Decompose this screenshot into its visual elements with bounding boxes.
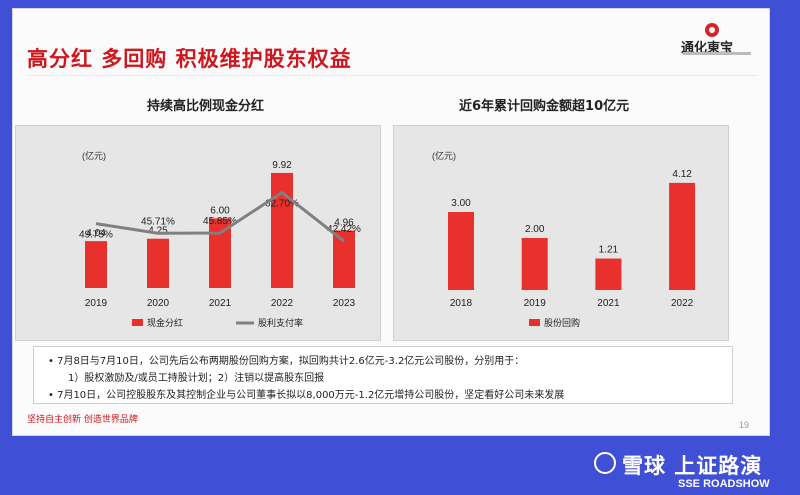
- chart1-x-tick-label: 2019: [85, 298, 108, 309]
- chart1-legend-label-line: 股利支付率: [258, 317, 303, 328]
- chart1-bar: [147, 238, 169, 288]
- chart1-line-series: [95, 191, 345, 243]
- note-line-2: 1）股权激励及/或员工持股计划；2）注销以提高股东回报: [68, 373, 325, 384]
- chart1-bar-value-label: 4.25: [148, 226, 168, 237]
- chart1-bar: [271, 172, 293, 288]
- chart2-unit-label: (亿元): [432, 150, 456, 161]
- footer-slogan: 坚持自主创新 创造世界品牌: [27, 415, 138, 425]
- slide-title: 高分红 多回购 积极维护股东权益: [27, 47, 352, 71]
- title-divider: [27, 75, 757, 76]
- chart2-x-tick-label: 2019: [524, 298, 547, 309]
- page-number: 19: [739, 420, 750, 430]
- chart1-unit-label: (亿元): [82, 150, 106, 161]
- chart1-bar-value-label: 4.96: [334, 217, 354, 228]
- chart2-bar: [521, 238, 548, 290]
- company-logo: 通化東宝: [677, 23, 757, 57]
- note-bullet-1: • 7月8日与7月10日，公司先后公布两期股份回购方案，拟回购共计2.6亿元-3…: [48, 356, 525, 367]
- notes-box: • 7月8日与7月10日，公司先后公布两期股份回购方案，拟回购共计2.6亿元-3…: [33, 346, 733, 404]
- chart1-line-value-label: 45.71%: [141, 216, 175, 227]
- chart1-svg: (亿元) 4.04 2019 49.75% 4.25 2020 45.71% 6.00 2021…: [79, 150, 361, 328]
- chart2-title: 近6年累计回购金额超10亿元: [459, 99, 630, 114]
- chart1-legend-swatch-bar: [132, 319, 143, 326]
- chart2-bar-value-label: 4.12: [672, 169, 692, 180]
- watermark-main: 雪球 上证路演: [622, 454, 763, 478]
- chart2-bar-value-label: 3.00: [451, 198, 471, 209]
- watermark-sub: SSE ROADSHOW: [678, 478, 770, 490]
- chart1-x-tick-label: 2022: [271, 298, 294, 309]
- chart2-x-tick-label: 2018: [450, 298, 473, 309]
- chart1-x-tick-label: 2020: [147, 298, 170, 309]
- chart1-legend-label-bar: 现金分红: [147, 317, 183, 328]
- chart1-line-value-label: 62.70%: [265, 199, 299, 210]
- logo-subline: [683, 52, 751, 55]
- chart1-bar: [209, 218, 231, 288]
- chart1-bar: [85, 241, 107, 288]
- note-bullet-2: • 7月10日，公司控股股东及其控制企业与公司董事长拟以8,000万元-1.2亿…: [48, 390, 565, 401]
- chart2-legend-label: 股份回购: [544, 317, 580, 328]
- note-line-1: 7月8日与7月10日，公司先后公布两期股份回购方案，拟回购共计2.6亿元-3.2…: [57, 356, 525, 367]
- chart1-bar-value-label: 6.00: [210, 205, 230, 216]
- chart1-x-tick-label: 2023: [333, 298, 356, 309]
- slide: 高分红 多回购 积极维护股东权益 通化東宝 持续高比例现金分红 近6年累计回购金…: [12, 8, 770, 436]
- chart1-bar-value-label: 4.04: [86, 228, 106, 239]
- chart1-line-value-label: 49.75%: [79, 230, 113, 241]
- chart2-bar: [595, 258, 622, 290]
- chart1-line-value-label: 45.85%: [203, 216, 237, 227]
- chart1-title: 持续高比例现金分红: [147, 99, 265, 114]
- chart2-bar-value-label: 2.00: [525, 224, 545, 235]
- chart1-line-value-label: 42.42%: [327, 224, 361, 235]
- chart2-bar: [669, 182, 696, 290]
- chart1-x-tick-label: 2021: [209, 298, 232, 309]
- note-line-3: 7月10日，公司控股股东及其控制企业与公司董事长拟以8,000万元-1.2亿元增…: [57, 390, 565, 401]
- snowball-icon: [594, 452, 616, 474]
- chart1-bar: [333, 230, 355, 288]
- chart2-svg: (亿元) 3.00 2018 2.00 2019 1.21 2021 4.12 2022 股份回购: [432, 150, 696, 328]
- chart2-bar: [448, 212, 474, 290]
- chart2-x-tick-label: 2022: [671, 298, 694, 309]
- chart2-bar-value-label: 1.21: [599, 245, 619, 256]
- chart2-panel: (亿元) 3.00 2018 2.00 2019 1.21 2021 4.12 2022 股份回购: [393, 125, 729, 341]
- chart2-legend-swatch: [529, 319, 540, 326]
- logo-mark-icon: [705, 23, 719, 37]
- chart2-x-tick-label: 2021: [597, 298, 620, 309]
- chart1-bar-value-label: 9.92: [272, 160, 292, 171]
- chart1-panel: (亿元) 4.04 2019 49.75% 4.25 2020 45.71% 6.00 2021…: [15, 125, 381, 341]
